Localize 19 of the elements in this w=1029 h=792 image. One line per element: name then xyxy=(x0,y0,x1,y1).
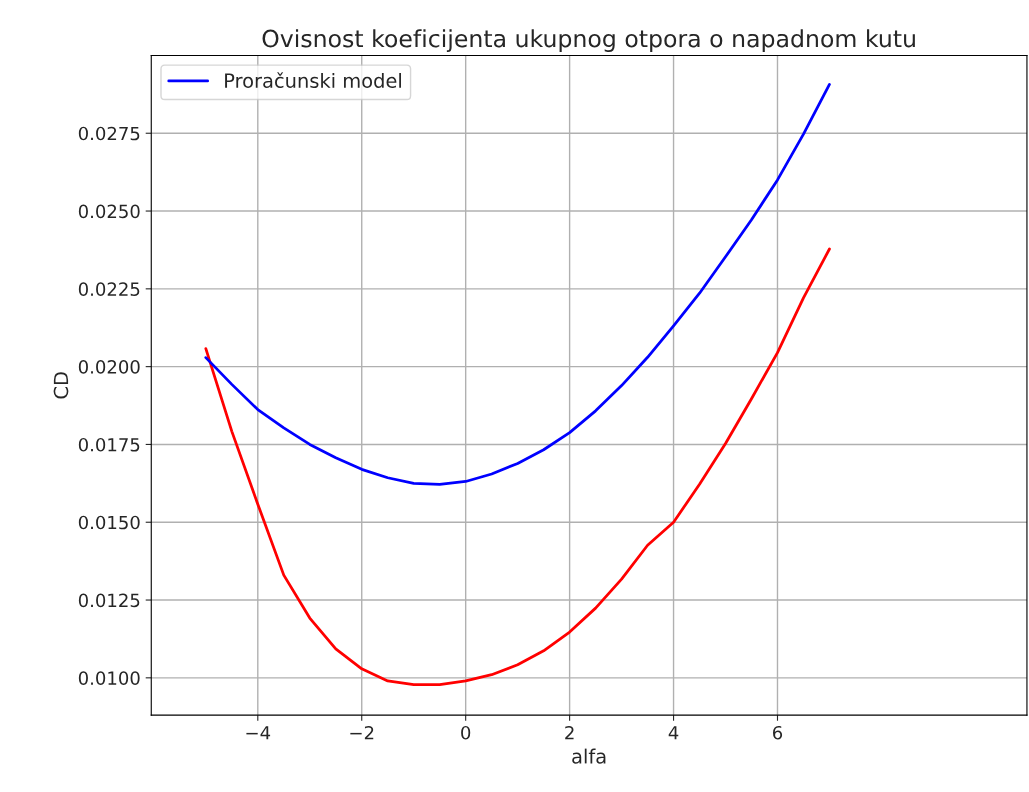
y-tick-label: 0.0225 xyxy=(78,282,140,296)
x-axis-title: alfa xyxy=(572,748,606,764)
x-tick-label: 4 xyxy=(668,726,679,740)
x-tick-label: 2 xyxy=(565,725,574,740)
y-tick-label: 0.0275 xyxy=(78,126,140,141)
x-tick-label: 6 xyxy=(773,725,783,740)
x-tick-label: 0 xyxy=(461,725,471,740)
y-tick-label: 0.0250 xyxy=(78,204,140,219)
y-axis-title: CD xyxy=(53,372,69,399)
y-tick-label: 0.0200 xyxy=(78,360,140,374)
y-tick-label: 0.0125 xyxy=(78,593,140,608)
x-tick-label: −2 xyxy=(350,725,374,740)
x-tick-label: −4 xyxy=(246,726,271,740)
legend-label: Proračunski model xyxy=(225,72,401,88)
y-tick-label: 0.0150 xyxy=(78,515,140,530)
y-tick-label: 0.0100 xyxy=(78,671,140,685)
y-tick-label: 0.0175 xyxy=(78,437,140,452)
chart-title: Ovisnost koeficijenta ukupnog otpora o napadnom kutu xyxy=(262,29,915,53)
line-series xyxy=(204,247,831,687)
